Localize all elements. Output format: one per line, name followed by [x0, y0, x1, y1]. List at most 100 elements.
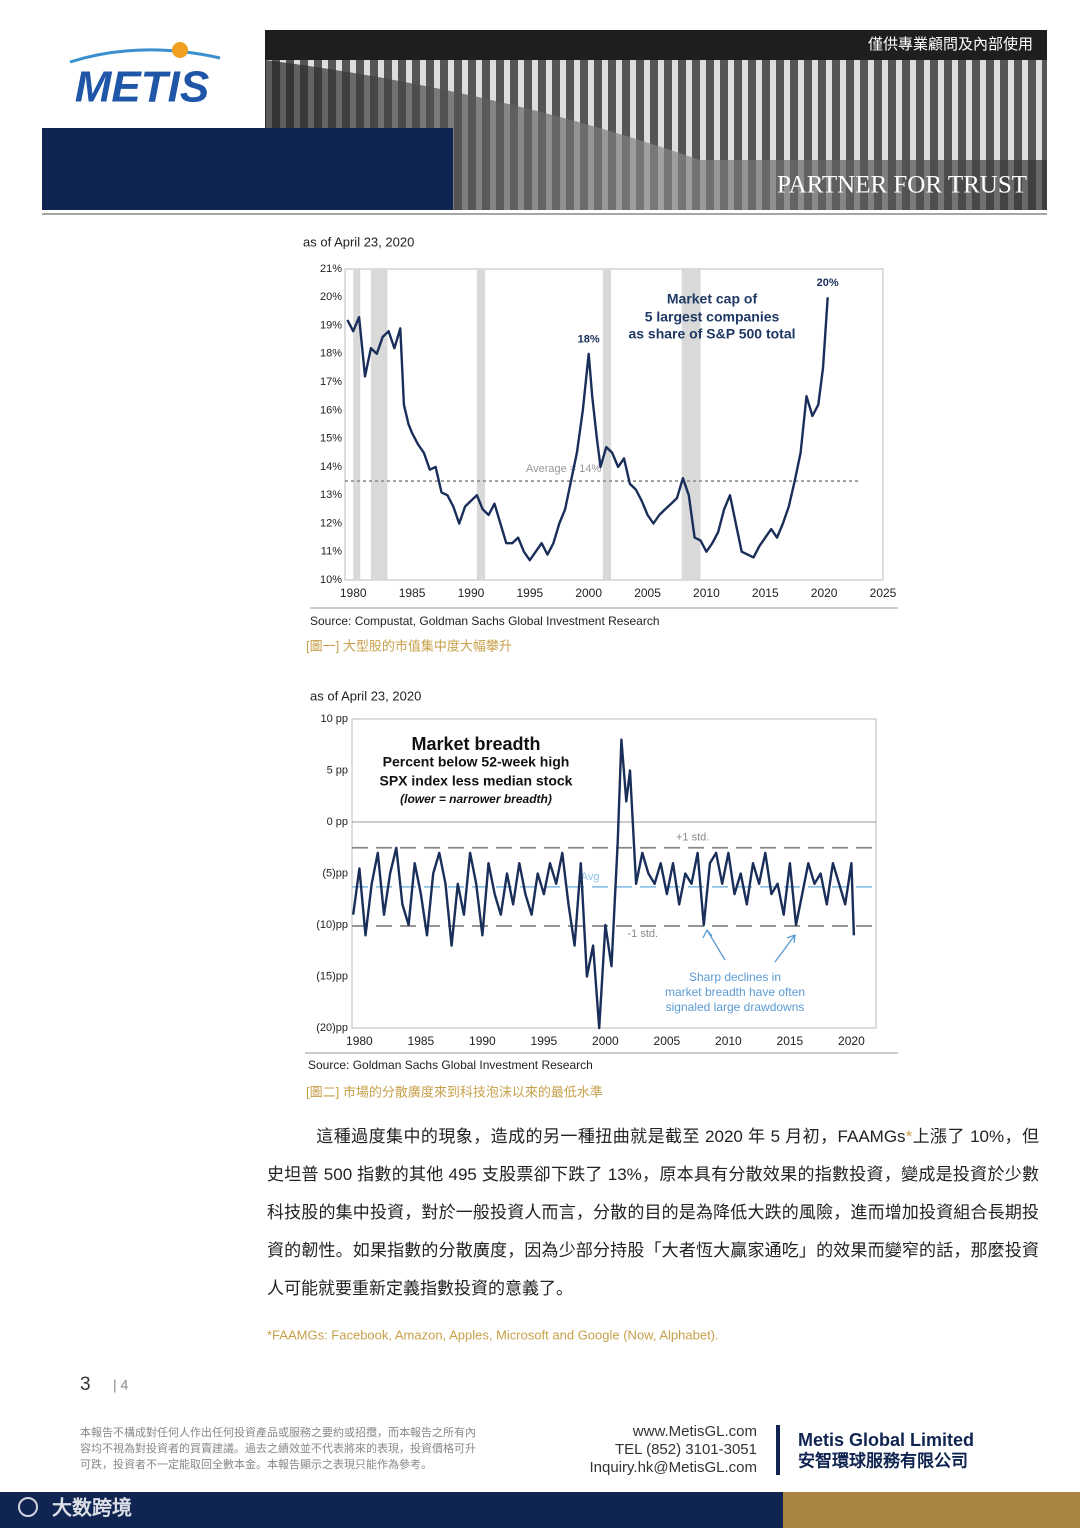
- footer-band: [0, 1492, 783, 1528]
- header-image-curve: [265, 60, 1047, 210]
- y-tick-label: 13%: [320, 489, 342, 501]
- x-tick-label: 1995: [516, 586, 543, 600]
- reference-label: Avg: [581, 871, 600, 883]
- y-tick-label: 11%: [321, 546, 342, 558]
- y-tick-label: 18%: [320, 348, 342, 360]
- page-total: | 4: [113, 1377, 129, 1393]
- data-line: [346, 297, 829, 562]
- y-tick-label: (5)pp: [322, 867, 348, 879]
- slogan: PARTNER FOR TRUST: [777, 172, 1027, 199]
- shaded-period: [353, 269, 361, 580]
- x-tick-label: 1995: [531, 1034, 558, 1048]
- reference-label: -1 std.: [628, 928, 659, 940]
- contact: www.MetisGL.com: [632, 1423, 757, 1440]
- y-tick-label: 17%: [320, 376, 342, 388]
- y-tick-label: (10)pp: [316, 919, 348, 931]
- x-tick-label: 1990: [469, 1034, 496, 1048]
- contact: TEL (852) 3101-3051: [615, 1441, 757, 1458]
- chart-caption: [圖二] 市場的分散廣度來到科技泡沫以來的最低水準: [306, 1084, 603, 1099]
- y-tick-label: 20%: [320, 291, 342, 303]
- y-tick-label: 15%: [320, 433, 342, 445]
- x-tick-label: 1985: [399, 586, 426, 600]
- x-tick-label: 2020: [811, 586, 838, 600]
- body-text: 這種過度集中的現象，造成的另一種扭曲就是截至 2020 年 5 月初，FAAMG…: [267, 1118, 1039, 1308]
- logo: METIS: [75, 63, 209, 112]
- contact: Inquiry.hk@MetisGL.com: [590, 1459, 758, 1476]
- reference-label: Average = 14%: [526, 463, 602, 475]
- logo-sun: [172, 42, 188, 58]
- x-tick-label: 1990: [458, 586, 485, 600]
- chart-title: Percent below 52-week high: [383, 754, 570, 770]
- watermark-icon: [18, 1497, 38, 1517]
- watermark: 大数跨境: [52, 1495, 132, 1519]
- chart-source: Source: Compustat, Goldman Sachs Global …: [310, 614, 660, 628]
- chart-title: (lower = narrower breadth): [400, 792, 552, 806]
- chart-note: Sharp declines in: [689, 970, 781, 984]
- x-tick-label: 1985: [408, 1034, 435, 1048]
- disclaimer: 可跌，投資者不一定能取回全數本金。本報告顯示之表現只能作為參考。: [80, 1457, 432, 1471]
- footer-band-gold: [783, 1492, 1080, 1528]
- chart-source: Source: Goldman Sachs Global Investment …: [308, 1058, 593, 1072]
- point-label: 18%: [578, 334, 600, 346]
- y-tick-label: 19%: [320, 319, 342, 331]
- x-tick-label: 1980: [346, 1034, 373, 1048]
- y-tick-label: 0 pp: [327, 816, 348, 828]
- reference-label: +1 std.: [676, 832, 709, 844]
- shaded-period: [681, 269, 701, 580]
- y-tick-label: 10 pp: [320, 713, 348, 725]
- x-tick-label: 2005: [634, 586, 661, 600]
- chart-caption: [圖一] 大型股的市值集中度大幅攀升: [306, 638, 512, 653]
- chart-title: Market cap of: [667, 291, 758, 307]
- plot-frame: [351, 718, 877, 1029]
- x-tick-label: 2015: [777, 1034, 804, 1048]
- point-label: 20%: [817, 277, 839, 289]
- header-bar: [265, 30, 1047, 60]
- y-tick-label: 12%: [320, 517, 342, 529]
- logo-arc: [69, 48, 221, 64]
- y-tick-label: (20)pp: [316, 1022, 348, 1034]
- chart-title: as share of S&P 500 total: [628, 326, 795, 342]
- y-tick-label: 14%: [320, 461, 342, 473]
- footer-divider: [776, 1425, 780, 1475]
- disclaimer: 本報告不構成對任何人作出任何投資產品或服務之要約或招攬，而本報告之所有內: [80, 1425, 476, 1439]
- shaded-period: [602, 269, 612, 580]
- x-tick-label: 2005: [654, 1034, 681, 1048]
- chart-title: 5 largest companies: [645, 309, 780, 325]
- x-tick-label: 2010: [715, 1034, 742, 1048]
- header-notice: 僅供專業顧問及內部使用: [868, 36, 1033, 53]
- x-tick-label: 2010: [693, 586, 720, 600]
- plot-frame: [344, 268, 884, 581]
- body-text-part: 這種過度集中的現象，造成的另一種扭曲就是截至 2020 年 5 月初，FAAMG…: [316, 1127, 906, 1146]
- charts: as of April 23, 2020 10% 11% 12% 13% 14% 15% 16…: [303, 234, 898, 1099]
- y-tick-label: 21%: [320, 263, 342, 275]
- page-number: 3: [80, 1374, 91, 1395]
- x-tick-label: 2000: [575, 586, 602, 600]
- y-tick-label: 16%: [320, 404, 342, 416]
- chart-note: signaled large drawdowns: [666, 1000, 805, 1014]
- company-zh: 安智環球服務有限公司: [798, 1450, 968, 1470]
- body-text-part: 上漲了 10%，但史坦普 500 指數的其他 495 支股票卻下跌了 13%，原…: [267, 1127, 1039, 1298]
- shaded-period: [476, 269, 486, 580]
- company-en: Metis Global Limited: [798, 1430, 974, 1450]
- shaded-period: [370, 269, 388, 580]
- x-tick-label: 1980: [340, 586, 367, 600]
- y-tick-label: 5 pp: [327, 764, 348, 776]
- x-tick-label: 2000: [592, 1034, 619, 1048]
- chart-title: SPX index less median stock: [380, 773, 573, 789]
- body-mark: *: [905, 1127, 913, 1146]
- x-tick-label: 2015: [752, 586, 779, 600]
- chart-subtitle: as of April 23, 2020: [303, 234, 414, 249]
- footnote: *FAAMGs: Facebook, Amazon, Apples, Micro…: [267, 1327, 719, 1342]
- x-tick-label: 2025: [870, 586, 897, 600]
- chart-note: market breadth have often: [665, 985, 805, 999]
- y-tick-label: 10%: [320, 574, 342, 586]
- chart-subtitle: as of April 23, 2020: [310, 688, 421, 703]
- chart-title: Market breadth: [411, 734, 540, 754]
- x-tick-label: 2020: [838, 1034, 865, 1048]
- disclaimer: 容均不視為對投資者的買賣建議。過去之績效並不代表將來的表現，投資價格可升: [80, 1441, 476, 1455]
- header-block: [42, 128, 453, 210]
- y-tick-label: (15)pp: [316, 970, 348, 982]
- note-arrows: [702, 928, 796, 963]
